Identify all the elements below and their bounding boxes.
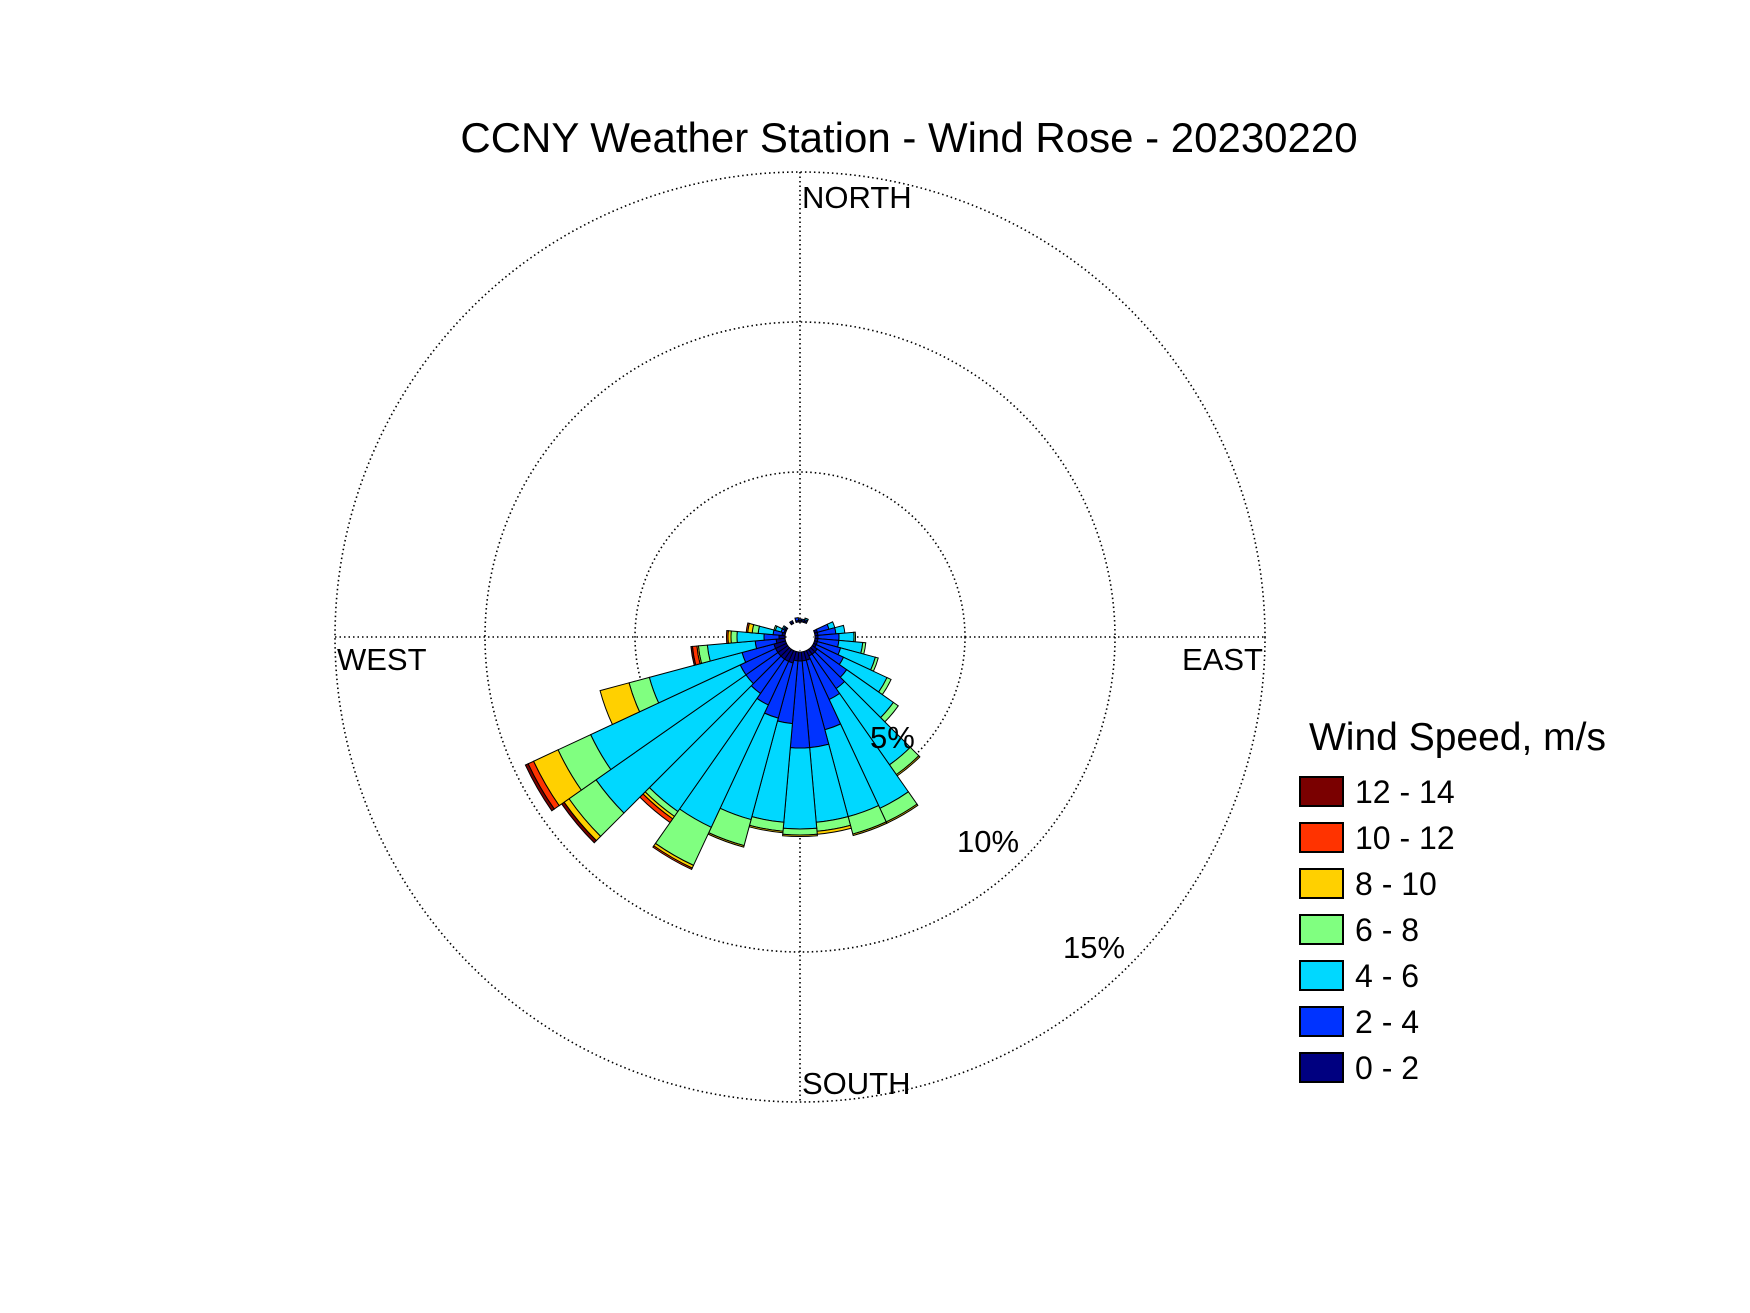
legend-label-4: 4 - 6 <box>1355 958 1419 994</box>
radial-label-5: 5% <box>870 720 915 755</box>
petal-segment-270deg-bin-3 <box>730 630 738 644</box>
direction-label-south: SOUTH <box>802 1066 911 1101</box>
legend-swatch-0 <box>1299 776 1344 807</box>
petal-segment-160deg-bin-4 <box>852 821 888 837</box>
petal-segment-270deg-bin-5 <box>726 630 729 644</box>
legend-label-1: 10 - 12 <box>1355 820 1455 856</box>
direction-label-north: NORTH <box>802 180 912 215</box>
petal-segment-250deg-bin-4 <box>599 682 641 726</box>
petal-segment-280deg-bin-5 <box>745 622 750 633</box>
legend-swatch-3 <box>1299 914 1344 945</box>
legend-swatch-1 <box>1299 822 1344 853</box>
legend-swatch-6 <box>1299 1052 1344 1083</box>
petal-segment-300deg-bin-2 <box>781 625 786 631</box>
direction-label-west: WEST <box>337 642 427 677</box>
radial-label-15: 15% <box>1063 930 1125 965</box>
petal-segment-90deg-bin-3 <box>853 631 857 643</box>
legend-title: Wind Speed, m/s <box>1309 716 1606 759</box>
radial-grid-circle-15 <box>334 171 1266 1103</box>
legend-label-0: 12 - 14 <box>1355 774 1455 810</box>
legend-label-5: 2 - 4 <box>1355 1004 1419 1040</box>
chart-title: CCNY Weather Station - Wind Rose - 20230… <box>460 114 1357 161</box>
direction-label-east: EAST <box>1182 642 1263 677</box>
petal-segment-80deg-bin-2 <box>834 624 846 635</box>
legend-label-2: 8 - 10 <box>1355 866 1437 902</box>
petal-segment-240deg-bin-6 <box>524 763 555 812</box>
legend-swatch-2 <box>1299 868 1344 899</box>
legend-swatch-5 <box>1299 1006 1344 1037</box>
petal-segment-260deg-bin-6 <box>690 645 697 666</box>
petal-segment-290deg-bin-3 <box>773 624 778 632</box>
radial-label-10: 10% <box>957 824 1019 859</box>
legend-label-3: 6 - 8 <box>1355 912 1419 948</box>
petal-segment-210deg-bin-5 <box>652 845 693 871</box>
petal-segment-280deg-bin-2 <box>757 625 775 636</box>
legend-items: 12 - 14 10 - 12 8 - 10 6 - 8 4 - 6 2 - 4 0 - 2 <box>1299 774 1455 1086</box>
petal-segment-330deg-bin-1 <box>788 620 794 625</box>
calm-center <box>787 624 813 650</box>
petal-segment-350deg-bin-1 <box>794 617 800 622</box>
legend: Wind Speed, m/s 12 - 14 10 - 12 8 - 10 6 - … <box>1299 716 1606 1086</box>
legend-swatch-4 <box>1299 960 1344 991</box>
petal-segment-20deg-bin-2 <box>804 617 809 622</box>
petal-segment-180deg-bin-4 <box>782 833 818 837</box>
wind-petals <box>524 617 921 871</box>
petal-segment-180deg-bin-3 <box>782 827 818 836</box>
legend-label-6: 0 - 2 <box>1355 1050 1419 1086</box>
